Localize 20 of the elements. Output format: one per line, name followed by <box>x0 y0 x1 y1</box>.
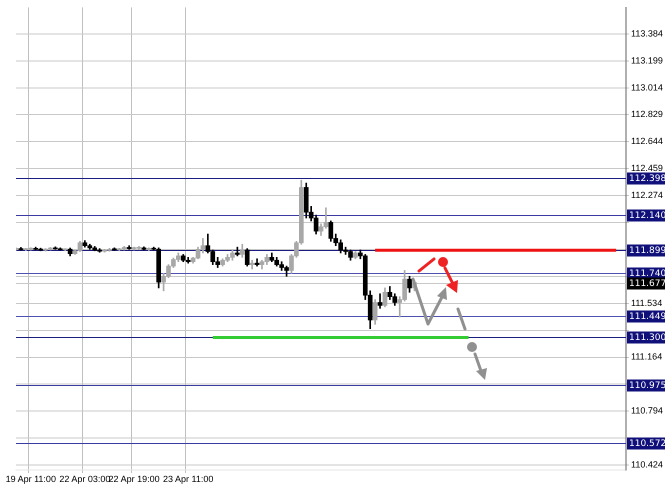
y-tick-label: 111.164 <box>631 352 662 362</box>
x-tick-label: 19 Apr 11:00 <box>6 474 56 484</box>
y-tick-label: 112.459 <box>631 163 663 174</box>
ref-line-label: 110.572 <box>629 438 665 449</box>
y-tick-label: 110.424 <box>631 460 663 470</box>
x-tick-label: 22 Apr 03:00 <box>59 474 110 484</box>
y-tick-label: 111.534 <box>631 298 662 308</box>
ref-line-label: 110.975 <box>629 380 665 391</box>
y-tick-label: 112.644 <box>631 136 663 146</box>
ref-line-label: 111.677 <box>629 278 665 289</box>
y-tick-label: 112.274 <box>631 190 663 200</box>
candlestick <box>378 293 382 309</box>
y-tick-label: 110.794 <box>631 406 663 416</box>
y-tick-label: 113.384 <box>631 28 663 38</box>
y-tick-label: 112.829 <box>631 109 663 120</box>
x-tick-label: 22 Apr 19:00 <box>108 474 160 484</box>
y-tick-label: 113.014 <box>631 82 663 92</box>
y-tick-label: 113.199 <box>631 55 663 66</box>
candlestick <box>254 258 260 266</box>
x-tick-label: 23 Apr 11:00 <box>162 474 214 484</box>
